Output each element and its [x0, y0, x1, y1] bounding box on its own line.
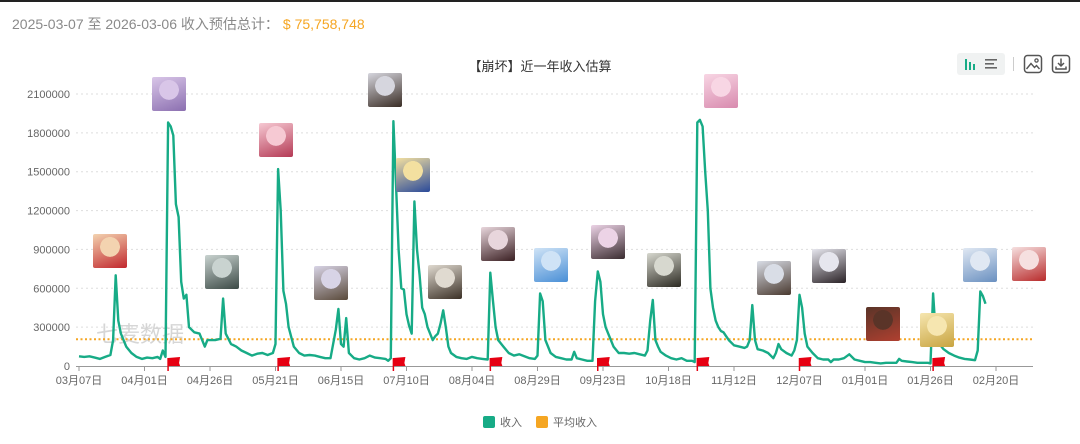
- release-flags: [167, 357, 946, 371]
- character-avatar[interactable]: [396, 158, 430, 192]
- release-flag-icon[interactable]: [798, 357, 812, 371]
- x-tick-label: 05月21日: [252, 375, 298, 387]
- x-tick-label: 10月18日: [645, 375, 691, 387]
- image-icon: [1023, 54, 1043, 74]
- download-icon: [1051, 54, 1071, 74]
- release-flag-icon[interactable]: [932, 357, 946, 371]
- release-flag-icon[interactable]: [392, 357, 406, 371]
- release-flag-icon[interactable]: [597, 357, 610, 371]
- x-tick-label: 02月20日: [973, 375, 1019, 387]
- x-tick-label: 11月12日: [711, 375, 757, 387]
- y-tick-label: 0: [64, 361, 70, 373]
- y-axis-ticks: 0 300000 600000 900000 1200000 1500000 1800000…: [27, 89, 70, 373]
- y-tick-label: 1800000: [27, 128, 70, 140]
- x-tick-label: 08月04日: [449, 375, 495, 387]
- x-tick-label: 01月01日: [842, 375, 888, 387]
- income-series-line[interactable]: [78, 118, 987, 365]
- character-avatar[interactable]: [1012, 247, 1046, 281]
- chart-view-toggle: [957, 53, 1005, 75]
- list-toggle-button[interactable]: [981, 54, 1001, 74]
- release-flag-icon[interactable]: [489, 357, 503, 371]
- character-avatar[interactable]: [205, 255, 239, 289]
- release-flag-icon[interactable]: [696, 357, 710, 371]
- y-tick-label: 300000: [33, 322, 70, 334]
- character-avatar[interactable]: [314, 266, 348, 300]
- release-flag-icon[interactable]: [167, 357, 181, 371]
- chart-legend: 收入 平均收入: [0, 414, 1080, 430]
- x-tick-label: 08月29日: [514, 375, 560, 387]
- legend-swatch-income: [483, 416, 495, 428]
- character-avatar[interactable]: [812, 249, 846, 283]
- character-avatar[interactable]: [920, 313, 954, 347]
- y-tick-label: 600000: [33, 283, 70, 295]
- character-avatar[interactable]: [591, 225, 625, 259]
- summary-range-text: 2025-03-07 至 2026-03-06 收入预估总计：: [12, 16, 279, 32]
- download-button[interactable]: [1050, 53, 1072, 75]
- chart-gridlines: [76, 93, 1033, 328]
- watermark: 七麦数据: [96, 322, 184, 347]
- character-avatar[interactable]: [866, 307, 900, 341]
- top-border: [0, 0, 1080, 2]
- character-avatar[interactable]: [93, 234, 127, 268]
- x-tick-label: 07月10日: [383, 375, 429, 387]
- x-tick-label: 06月15日: [318, 375, 364, 387]
- summary-total-amount: $ 75,758,748: [282, 16, 365, 32]
- x-tick-label: 04月01日: [121, 375, 167, 387]
- character-avatar[interactable]: [481, 227, 515, 261]
- y-tick-label: 1500000: [27, 167, 70, 179]
- y-tick-label: 2100000: [27, 89, 70, 101]
- x-tick-label: 12月07日: [776, 375, 822, 387]
- legend-label-income: 收入: [500, 417, 522, 429]
- release-flag-icon[interactable]: [277, 357, 291, 371]
- toolbar-divider: [1013, 57, 1014, 71]
- revenue-summary: 2025-03-07 至 2026-03-06 收入预估总计： $ 75,758,…: [12, 14, 365, 34]
- legend-label-average: 平均收入: [553, 417, 597, 429]
- legend-swatch-average: [536, 416, 548, 428]
- character-avatar[interactable]: [757, 261, 791, 295]
- save-image-button[interactable]: [1022, 53, 1044, 75]
- character-avatar[interactable]: [259, 123, 293, 157]
- character-avatar[interactable]: [647, 253, 681, 287]
- bar-chart-toggle-button[interactable]: [961, 54, 981, 74]
- x-tick-label: 04月26日: [187, 375, 233, 387]
- legend-item-income[interactable]: 收入: [483, 414, 522, 430]
- y-tick-label: 900000: [33, 244, 70, 256]
- chart-toolbar: [957, 52, 1078, 76]
- income-line-chart[interactable]: 0 300000 600000 900000 1200000 1500000 1800000…: [0, 0, 1080, 410]
- character-avatar[interactable]: [704, 74, 738, 108]
- character-avatar[interactable]: [963, 248, 997, 282]
- character-avatar[interactable]: [152, 77, 186, 111]
- x-tick-label: 03月07日: [56, 375, 102, 387]
- character-avatar[interactable]: [534, 248, 568, 282]
- y-tick-label: 1200000: [27, 206, 70, 218]
- legend-item-average[interactable]: 平均收入: [536, 414, 597, 430]
- x-axis-ticks: 03月07日 04月01日 04月26日 05月21日 06月15日 07月10日 08月0…: [56, 366, 1019, 387]
- chart-title: 【崩坏】近一年收入估算: [468, 59, 612, 74]
- x-tick-label: 01月26日: [907, 375, 953, 387]
- character-avatar[interactable]: [368, 73, 402, 107]
- list-icon: [985, 59, 997, 69]
- x-tick-label: 09月23日: [580, 375, 626, 387]
- character-avatar[interactable]: [428, 265, 462, 299]
- bar-chart-icon: [965, 59, 975, 70]
